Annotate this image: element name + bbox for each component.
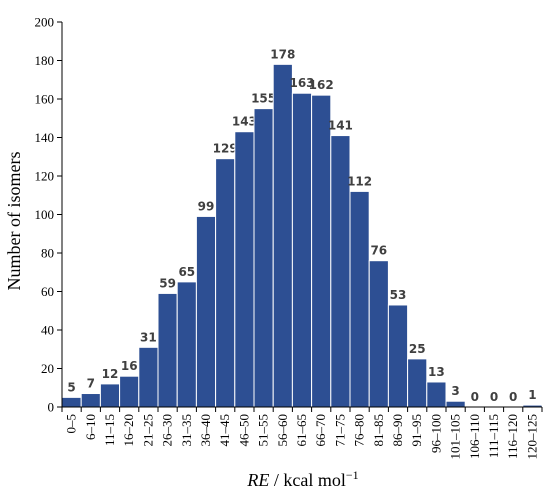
y-tick-label: 40 — [41, 323, 54, 338]
x-tick-label: 96–100 — [428, 414, 443, 453]
bar — [272, 63, 293, 408]
y-axis-title: Number of isomers — [4, 152, 24, 291]
bar — [349, 190, 370, 408]
bar — [80, 393, 101, 408]
data-label: 59 — [159, 276, 176, 290]
bar — [387, 304, 409, 408]
x-tick-label: 41–45 — [217, 414, 232, 447]
x-tick-label: 66–70 — [313, 414, 328, 447]
data-label: 0 — [471, 390, 479, 404]
bar — [253, 108, 274, 408]
y-tick-label: 100 — [35, 207, 55, 222]
data-label: 162 — [309, 78, 334, 92]
x-tick-label: 11–15 — [102, 414, 117, 446]
data-label: 5 — [67, 380, 75, 394]
data-label: 155 — [251, 92, 276, 106]
y-tick-label: 0 — [48, 400, 55, 415]
bar — [157, 292, 178, 408]
x-tick-label: 31–35 — [179, 414, 194, 447]
bar — [368, 260, 389, 408]
x-tick-label: 21–25 — [140, 414, 155, 447]
x-tick-label: 51–55 — [256, 414, 271, 447]
bar — [176, 281, 197, 408]
data-label: 0 — [509, 390, 517, 404]
x-tick-label: 46–50 — [236, 414, 251, 447]
x-axis-title-units: / kcal mol — [269, 470, 345, 490]
data-label: 53 — [390, 288, 407, 302]
x-tick-label: 61–65 — [294, 414, 309, 447]
bar — [138, 346, 159, 408]
bar — [99, 383, 121, 408]
x-axis-title-exponent: −1 — [346, 468, 359, 482]
data-label: 16 — [121, 359, 138, 373]
x-axis-title: RE / kcal mol−1 — [246, 468, 358, 490]
x-tick-label: 101–105 — [448, 414, 463, 460]
data-label: 129 — [213, 142, 238, 156]
bar — [234, 131, 255, 408]
bar — [291, 92, 313, 408]
bar — [311, 94, 332, 408]
data-label: 31 — [140, 330, 157, 344]
x-tick-label: 91–95 — [409, 414, 424, 447]
x-tick-label: 120–125 — [524, 414, 539, 460]
bar — [215, 158, 236, 408]
data-label: 65 — [178, 265, 195, 279]
bar — [61, 396, 82, 408]
y-tick-label: 120 — [35, 169, 55, 184]
y-tick-label: 80 — [41, 246, 54, 261]
x-tick-label: 0–5 — [64, 414, 79, 434]
data-label: 1 — [528, 388, 536, 402]
data-label: 0 — [490, 390, 498, 404]
y-tick-label: 140 — [35, 130, 55, 145]
data-label: 141 — [328, 119, 353, 133]
x-tick-label: 81–85 — [371, 414, 386, 447]
data-label: 163 — [289, 76, 314, 90]
x-tick-label: 26–30 — [160, 414, 175, 447]
bar — [445, 400, 466, 408]
x-axis-title-italic: RE — [246, 470, 269, 490]
y-tick-label: 160 — [35, 92, 55, 107]
x-tick-label: 86–90 — [390, 414, 405, 447]
data-label: 112 — [347, 174, 372, 188]
x-tick-label: 36–40 — [198, 414, 213, 447]
data-label: 3 — [451, 384, 459, 398]
bar — [119, 375, 140, 408]
data-label: 13 — [428, 365, 445, 379]
bar — [407, 358, 428, 408]
y-tick-label: 180 — [35, 53, 55, 68]
bar — [195, 215, 217, 408]
data-label: 7 — [87, 377, 95, 391]
x-tick-label: 56–60 — [275, 414, 290, 447]
data-label: 12 — [102, 367, 119, 381]
x-tick-label: 16–20 — [121, 414, 136, 447]
plot-area: 5 712163159659912914315517816316214111276… — [35, 15, 543, 460]
data-label: 76 — [370, 244, 387, 258]
x-tick-label: 76–80 — [352, 414, 367, 447]
x-tick-label: 106–110 — [467, 414, 482, 459]
data-label: 25 — [409, 342, 426, 356]
x-tick-label: 71–75 — [332, 414, 347, 447]
data-label: 178 — [270, 47, 295, 61]
y-tick-label: 60 — [41, 284, 54, 299]
x-tick-label: 111–115 — [486, 414, 501, 458]
x-tick-label: 6–10 — [83, 414, 98, 440]
data-label: 143 — [232, 115, 257, 129]
y-tick-label: 200 — [35, 15, 55, 30]
data-label: 99 — [198, 199, 215, 213]
y-tick-label: 20 — [41, 361, 54, 376]
x-tick-label: 116–120 — [505, 414, 520, 459]
bar — [426, 381, 447, 408]
